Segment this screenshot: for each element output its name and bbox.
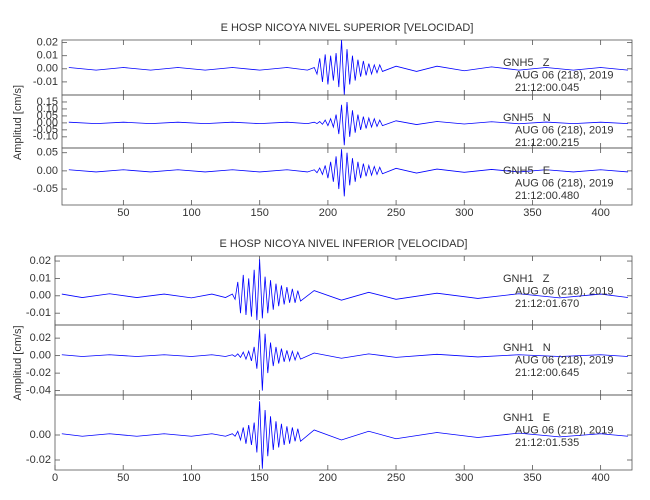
- x-tick-label: 0: [52, 472, 58, 484]
- y-tick-label: 0.15: [37, 96, 58, 108]
- y-tick-label: 0.00: [30, 429, 51, 441]
- y-tick-label: 0.02: [30, 255, 51, 267]
- x-tick-label: 50: [117, 207, 129, 219]
- time-label: 21:12:01.670: [515, 298, 579, 310]
- y-tick-label: 0.00: [30, 350, 51, 362]
- x-tick-label: 150: [250, 472, 268, 484]
- y-tick-label: 0.10: [37, 103, 58, 115]
- y-tick-label: -0.02: [26, 454, 51, 466]
- x-tick-label: 100: [182, 472, 200, 484]
- waveform: [61, 259, 628, 321]
- y-tick-label: 0.01: [30, 272, 51, 284]
- station-label: GNH5 N: [503, 112, 551, 124]
- y-tick-label: -0.02: [26, 367, 51, 379]
- waveform: [68, 39, 628, 96]
- date-label: AUG 06 (218), 2019: [515, 177, 613, 189]
- station-label: GNH5 E: [503, 165, 550, 177]
- x-tick-label: 350: [523, 472, 541, 484]
- x-tick-label: 300: [455, 207, 473, 219]
- y-tick-label: -0.10: [33, 131, 58, 143]
- waveform: [61, 401, 628, 469]
- x-tick-label: 200: [319, 207, 337, 219]
- y-tick-label: -0.01: [26, 307, 51, 319]
- time-label: 21:12:00.045: [515, 82, 579, 94]
- x-tick-label: 350: [523, 207, 541, 219]
- y-tick-label: -0.05: [33, 124, 58, 136]
- y-tick-label: -0.01: [33, 76, 58, 88]
- panel-frame: [54, 394, 633, 471]
- waveform: [68, 149, 628, 197]
- date-label: AUG 06 (218), 2019: [515, 424, 613, 436]
- waveform: [68, 101, 628, 146]
- y-tick-label: 0.00: [37, 63, 58, 75]
- time-label: 21:12:00.480: [515, 190, 579, 202]
- x-tick-label: 250: [387, 207, 405, 219]
- y-tick-label: 0.05: [37, 147, 58, 159]
- y-tick-label: 0.05: [37, 110, 58, 122]
- x-tick-label: 300: [455, 472, 473, 484]
- x-tick-label: 400: [591, 207, 609, 219]
- station-label: GNH1 E: [503, 412, 550, 424]
- y-axis-label: Amplitud [cm/s]: [12, 325, 24, 400]
- date-label: AUG 06 (218), 2019: [515, 354, 613, 366]
- y-tick-label: -0.05: [33, 183, 58, 195]
- x-tick-label: 250: [387, 472, 405, 484]
- station-label: GNH1 N: [503, 342, 551, 354]
- x-tick-label: 50: [117, 472, 129, 484]
- y-tick-label: 0.02: [30, 332, 51, 344]
- panel-frame: [61, 147, 633, 206]
- y-tick-label: 0.00: [37, 165, 58, 177]
- x-tick-label: 150: [251, 207, 269, 219]
- station-label: GNH1 Z: [503, 273, 550, 285]
- x-tick-label: 400: [591, 472, 609, 484]
- y-tick-label: 0.01: [37, 50, 58, 62]
- y-tick-label: -0.04: [26, 385, 51, 397]
- x-tick-label: 200: [319, 472, 337, 484]
- date-label: AUG 06 (218), 2019: [515, 69, 613, 81]
- time-label: 21:12:00.215: [515, 137, 579, 149]
- station-label: GNH5 Z: [503, 57, 550, 69]
- waveform: [61, 329, 628, 391]
- y-tick-label: 0.00: [30, 290, 51, 302]
- y-tick-label: 0.02: [37, 37, 58, 49]
- date-label: AUG 06 (218), 2019: [515, 285, 613, 297]
- chart-title: E HOSP NICOYA NIVEL INFERIOR [VELOCIDAD]: [220, 238, 468, 250]
- time-label: 21:12:01.535: [515, 437, 579, 449]
- time-label: 21:12:00.645: [515, 367, 579, 379]
- date-label: AUG 06 (218), 2019: [515, 124, 613, 136]
- chart-title: E HOSP NICOYA NIVEL SUPERIOR [VELOCIDAD]: [221, 22, 474, 34]
- x-tick-label: 100: [182, 207, 200, 219]
- y-tick-label: 0.00: [37, 117, 58, 129]
- y-axis-label: Amplitud [cm/s]: [12, 85, 24, 160]
